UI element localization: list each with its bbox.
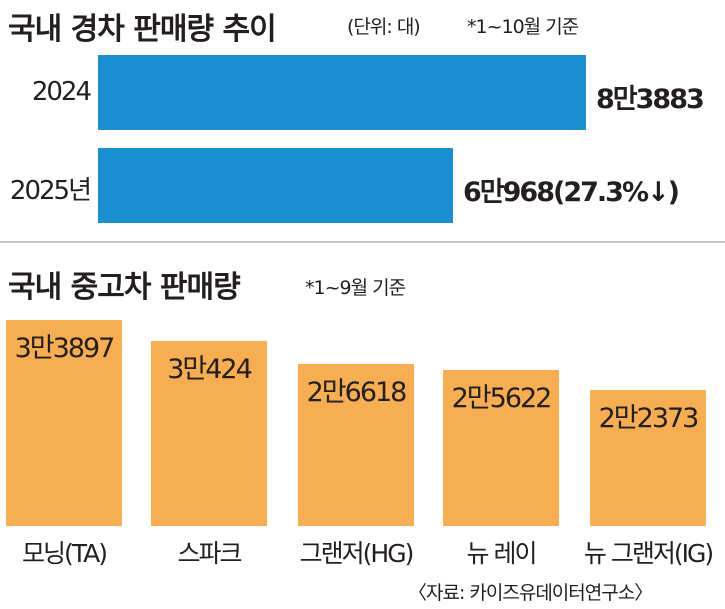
chart1-title: 국내 경차 판매량 추이 xyxy=(8,12,277,47)
vbar-category-label: 모닝(TA) xyxy=(22,539,108,568)
chart2-title: 국내 중고차 판매량 xyxy=(8,270,241,305)
source-note: 〈자료: 카이즈유데이터연구소〉 xyxy=(408,582,653,604)
vbar xyxy=(151,341,267,526)
hbar xyxy=(98,55,586,130)
hbar-category-label: 2025년 xyxy=(9,176,92,206)
hbar-category-label: 2024 xyxy=(31,77,92,107)
chart2-period-note: *1~9월 기준 xyxy=(305,277,406,299)
vbar-category-label: 그랜저(HG) xyxy=(299,539,415,568)
vbar xyxy=(443,370,559,526)
vbar xyxy=(298,364,414,526)
hbar xyxy=(98,148,453,223)
vbar-value-label: 3만3897 xyxy=(14,333,116,364)
chart1-unit-note: (단위: 대) xyxy=(347,16,421,38)
vbar xyxy=(6,320,122,526)
vbar-category-label: 뉴 레이 xyxy=(466,539,538,568)
vbar-value-label: 2만2373 xyxy=(598,403,700,434)
vbar-value-label: 2만6618 xyxy=(306,377,408,408)
hbar-value-label: 6만968(27.3%↓) xyxy=(463,177,680,208)
hbar-value-label: 8만3883 xyxy=(596,84,705,115)
vbar-category-label: 뉴 그랜저(IG) xyxy=(583,539,714,568)
vbar xyxy=(590,390,706,526)
chart1-period-note: *1~10월 기준 xyxy=(467,16,579,38)
vbar-value-label: 2만5622 xyxy=(451,383,553,414)
vbar-category-label: 스파크 xyxy=(177,539,242,568)
vbar-value-label: 3만424 xyxy=(167,354,253,385)
section-divider xyxy=(0,241,725,243)
